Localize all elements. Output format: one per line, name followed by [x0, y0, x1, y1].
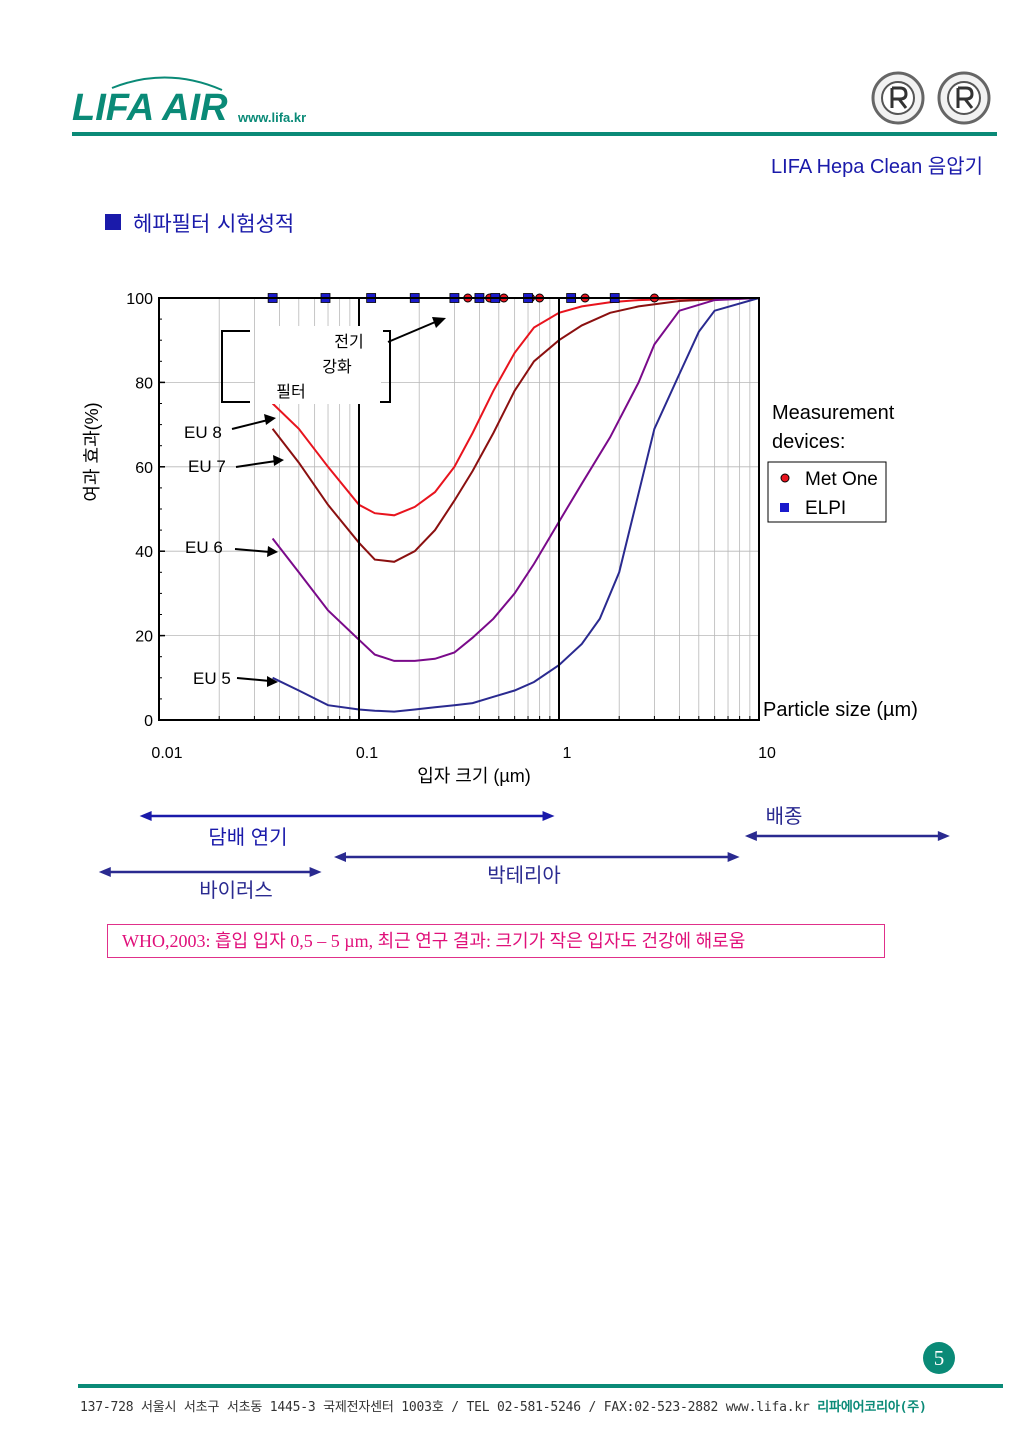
- series-line-eu-6: [271, 297, 760, 662]
- x-axis-label: 입자 크기 (µm): [417, 766, 531, 786]
- legend-marker-elpi: [780, 503, 789, 512]
- series-line-eu-7: [271, 297, 760, 563]
- range-arrowhead-right: [542, 811, 555, 821]
- range-label: 박테리아: [487, 864, 561, 887]
- curve-label-eu7: EU 7: [188, 457, 226, 476]
- bullet-square-icon: [105, 214, 121, 230]
- document-title: LIFA Hepa Clean 음압기: [771, 156, 983, 178]
- legend-marker-met-one: [780, 473, 790, 483]
- series-line-eu-5: [272, 297, 760, 713]
- range-label: 배종: [766, 805, 803, 828]
- x-tick-label: 10: [758, 745, 776, 762]
- range-label: 담배 연기: [208, 826, 287, 849]
- grid: [159, 297, 759, 721]
- filtration-efficiency-chart: 0 20 40 60 80 100 0.01 0.1 1 10 전기 강화 필터 EU 8 EU …: [82, 291, 950, 902]
- range-arrowhead-left: [139, 811, 152, 821]
- footer-address: 137-728 서울시 서초구 서초동 1445-3 국제전자센터 1003호 …: [80, 1400, 810, 1415]
- certification-seal-icon: [871, 71, 925, 125]
- lifa-air-logo: LIFA AIR www.lifa.kr: [72, 68, 342, 130]
- y-tick-label: 20: [135, 629, 153, 646]
- y-tick-label: 0: [144, 713, 153, 730]
- y-tick-label: 60: [135, 460, 153, 477]
- logo-wordmark: LIFA AIR: [72, 87, 228, 129]
- x-tick-label: 0.1: [356, 745, 378, 762]
- filter-label-line-2: 강화: [322, 358, 352, 376]
- page-number: 5: [923, 1342, 955, 1374]
- y-tick-label: 40: [135, 544, 153, 561]
- curve-labels: EU 8 EU 7 EU 6 EU 5: [184, 414, 284, 688]
- section-heading: 헤파필터 시험성적: [105, 208, 294, 238]
- range-arrowhead-right: [309, 867, 322, 877]
- series-line-eu-8: [271, 297, 760, 517]
- header-divider: [72, 132, 997, 136]
- curve-label-eu8: EU 8: [184, 423, 222, 442]
- axis-ticks: 0 20 40 60 80 100 0.01 0.1 1 10: [126, 291, 776, 762]
- plot-area-frame: [158, 297, 760, 721]
- logo-url: www.lifa.kr: [237, 110, 306, 125]
- filter-label-line-3: 필터: [276, 383, 305, 401]
- x-side-label: Particle size (µm): [763, 699, 918, 721]
- footer-divider: [78, 1384, 1003, 1388]
- filter-annotation: 전기 강화 필터: [221, 317, 446, 404]
- who-note: WHO,2003: 흡입 입자 0,5 – 5 µm, 최근 연구 결과: 크기…: [107, 924, 885, 958]
- filter-label-line-1: 전기: [334, 333, 363, 351]
- curve-label-eu6: EU 6: [185, 538, 223, 557]
- range-arrowhead-right: [727, 852, 740, 862]
- y-tick-label: 100: [126, 291, 153, 308]
- registered-seal-icon: [937, 71, 991, 125]
- y-axis-label: 여과 효과(%): [82, 402, 102, 501]
- legend-entry-elpi: ELPI: [805, 498, 846, 519]
- legend-title-line-2: devices:: [772, 431, 845, 453]
- certification-badges: [870, 68, 994, 128]
- footer: 137-728 서울시 서초구 서초동 1445-3 국제전자센터 1003호 …: [80, 1396, 927, 1415]
- section-title: 헤파필터 시험성적: [133, 212, 295, 236]
- range-label: 바이러스: [199, 879, 273, 902]
- y-tick-label: 80: [135, 375, 153, 392]
- legend-entry-met-one: Met One: [805, 469, 878, 490]
- legend: Measurement devices: Met One ELPI: [767, 402, 895, 523]
- legend-title-line-1: Measurement: [772, 402, 895, 424]
- footer-brand: 리파에어코리아(주): [817, 1400, 927, 1415]
- range-arrowhead-left: [744, 831, 757, 841]
- x-tick-label: 1: [563, 745, 572, 762]
- curve-label-eu5: EU 5: [193, 669, 231, 688]
- range-arrowhead-left: [334, 852, 347, 862]
- x-tick-label: 0.01: [151, 745, 182, 762]
- range-arrowhead-left: [98, 867, 111, 877]
- range-arrowhead-right: [937, 831, 950, 841]
